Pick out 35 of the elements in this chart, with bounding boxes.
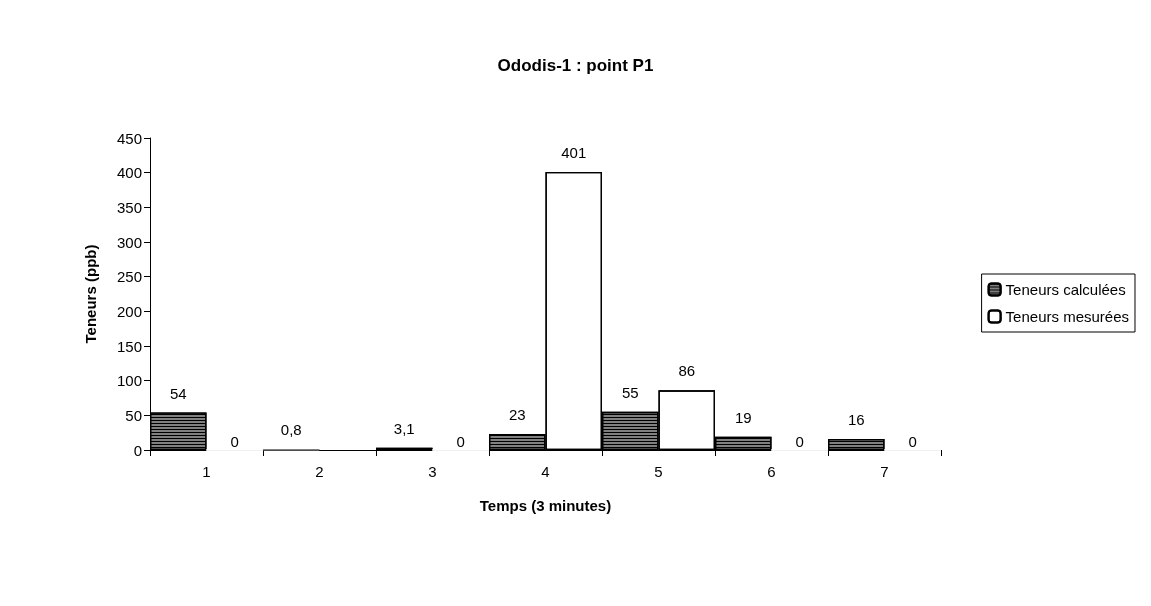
legend-label: Teneurs mesurées [1005,308,1130,325]
data-label: 0 [908,432,917,450]
data-label: 0 [230,432,239,450]
data-label: 86 [678,362,696,380]
x-tick-label: 3 [428,463,437,480]
y-tick-label: 450 [116,129,142,147]
data-label: 0 [795,432,804,450]
y-tick-label: 200 [116,302,142,320]
y-axis-title: Teneurs (ppb) [82,244,99,344]
y-tick-label: 400 [116,164,142,182]
y-tick-label: 50 [125,406,142,424]
y-tick-label: 150 [116,337,142,355]
x-tick-label: 1 [202,463,211,480]
data-label: 16 [847,410,865,428]
data-label: 0 [456,432,465,450]
y-tick-label: 300 [116,233,142,251]
y-tick-label: 100 [116,372,142,390]
legend-label: Teneurs calculées [1005,281,1126,298]
y-tick-label: 350 [116,198,142,216]
data-label: 55 [621,383,639,401]
x-tick-label: 4 [541,463,550,480]
x-tick-label: 6 [767,463,776,480]
data-label: 19 [734,408,752,426]
y-tick-label: 0 [133,441,142,459]
x-tick-label: 7 [880,463,889,480]
data-label: 54 [169,384,187,402]
data-label: 3,1 [393,419,415,437]
chart-title: Ododis-1 : point P1 [497,56,654,75]
x-tick-label: 5 [654,463,663,480]
data-label: 23 [508,406,526,424]
data-label: 0,8 [280,421,302,439]
data-label: 401 [561,143,587,161]
x-axis-title: Temps (3 minutes) [479,497,612,514]
y-tick-label: 250 [116,268,142,286]
x-tick-label: 2 [315,463,324,480]
